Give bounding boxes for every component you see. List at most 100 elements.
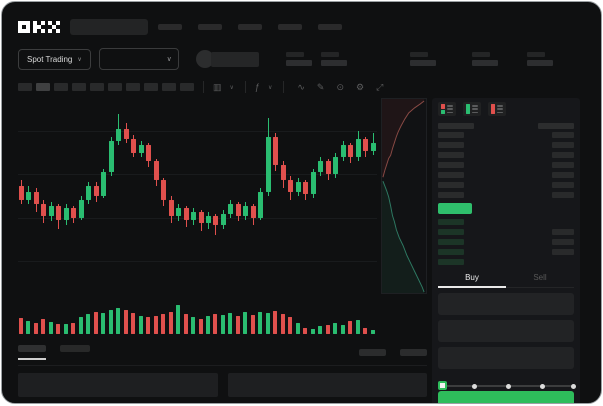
- nav-item-skeleton[interactable]: [198, 24, 222, 30]
- coin-icon: [195, 50, 214, 68]
- tab-sell[interactable]: Sell: [533, 273, 547, 282]
- timeframe-chip[interactable]: [108, 83, 122, 91]
- amount-skeleton: [552, 132, 574, 138]
- candle: [176, 98, 182, 294]
- volume-bar: [26, 321, 31, 334]
- price-column-header-skeleton: [438, 123, 474, 129]
- line-tool-icon[interactable]: ∿: [297, 82, 305, 92]
- timeframe-chip[interactable]: [54, 83, 68, 91]
- orderbook-ask-row[interactable]: [438, 190, 574, 200]
- draw-icon[interactable]: ✎: [316, 82, 325, 92]
- order-input-skeleton[interactable]: [438, 293, 574, 315]
- orderbook-ask-row[interactable]: [438, 160, 574, 170]
- fullscreen-icon[interactable]: ⤢: [376, 82, 384, 92]
- orderbook-view-asks-icon[interactable]: [488, 102, 506, 116]
- candle: [265, 98, 271, 294]
- orderbook-view-bids-icon[interactable]: [463, 102, 481, 116]
- slider-stop[interactable]: [570, 383, 576, 389]
- market-subheader: Spot Trading ∨ ∨: [2, 47, 601, 71]
- orderbook-bid-row[interactable]: [438, 237, 574, 247]
- candle: [363, 98, 369, 294]
- market-type-dropdown[interactable]: Spot Trading ∨: [18, 48, 91, 70]
- amount-skeleton: [552, 192, 574, 198]
- candle: [325, 98, 331, 294]
- timeframe-chip[interactable]: [72, 83, 86, 91]
- orderbook-ask-row[interactable]: [438, 150, 574, 160]
- timeframe-chip[interactable]: [18, 83, 32, 91]
- orderbook-ask-row[interactable]: [438, 180, 574, 190]
- candle: [26, 98, 32, 294]
- divider: [283, 81, 285, 93]
- candle: [138, 98, 144, 294]
- volume-bar: [348, 321, 353, 334]
- volume-bar: [48, 321, 53, 334]
- candle: [19, 98, 24, 294]
- buy-submit-button[interactable]: [438, 391, 574, 403]
- volume-bar: [198, 318, 203, 334]
- chevron-down-icon[interactable]: ∨: [267, 84, 273, 91]
- slider-stop[interactable]: [471, 383, 477, 389]
- bottom-action-1[interactable]: [359, 348, 386, 356]
- indicators-icon[interactable]: ƒ: [254, 82, 260, 92]
- orderbook-header: [438, 123, 574, 130]
- candle-style-icon[interactable]: ▥: [213, 82, 222, 92]
- price-skeleton: [438, 152, 464, 158]
- slider-stop[interactable]: [539, 383, 545, 389]
- last-price-badge[interactable]: [438, 203, 472, 214]
- nav-item-skeleton[interactable]: [278, 24, 302, 30]
- volume-bar: [168, 311, 173, 334]
- orderbook-bid-row[interactable]: [438, 217, 574, 227]
- volume-bar: [86, 314, 91, 334]
- order-input-skeleton[interactable]: [438, 320, 574, 342]
- timeframe-chip[interactable]: [180, 83, 194, 91]
- orderbook-ask-row[interactable]: [438, 130, 574, 140]
- price-skeleton: [438, 239, 464, 245]
- bottom-tab-2[interactable]: [60, 344, 90, 360]
- price-skeleton: [438, 219, 464, 225]
- candlestick-chart[interactable]: [18, 98, 427, 294]
- timeframe-chip[interactable]: [162, 83, 176, 91]
- orderbook-bid-row[interactable]: [438, 257, 574, 267]
- orderbook-ask-row[interactable]: [438, 170, 574, 180]
- tab-buy[interactable]: Buy: [438, 270, 506, 288]
- chevron-down-icon[interactable]: ∨: [229, 84, 234, 91]
- search-input[interactable]: [70, 19, 148, 35]
- nav-item-skeleton[interactable]: [158, 24, 182, 30]
- timeframe-chip[interactable]: [36, 83, 50, 91]
- slider-stop[interactable]: [505, 383, 511, 389]
- volume-bar: [71, 322, 76, 334]
- volume-bar: [116, 308, 121, 334]
- amount-skeleton: [552, 142, 574, 148]
- candle: [340, 98, 346, 294]
- volume-bar: [355, 319, 360, 334]
- timeframe-chip[interactable]: [126, 83, 140, 91]
- bottom-action-2[interactable]: [400, 348, 427, 356]
- candle: [48, 98, 54, 294]
- price-skeleton: [438, 162, 464, 168]
- nav-item-skeleton[interactable]: [238, 24, 262, 30]
- candle: [183, 98, 189, 294]
- amount-slider[interactable]: [437, 381, 576, 391]
- settings-icon[interactable]: ⚙: [355, 82, 365, 92]
- orderbook-view-combined-icon[interactable]: [438, 102, 456, 116]
- slider-handle[interactable]: [437, 381, 447, 390]
- pair-selector-dropdown[interactable]: ∨: [98, 48, 179, 70]
- orderbook-bid-row[interactable]: [438, 227, 574, 237]
- chart-toolbar: ▥ ∨ ƒ ∨ ∿ ✎ ⊙ ⚙ ⤢: [2, 80, 601, 94]
- screenshot-icon[interactable]: ⊙: [336, 82, 344, 92]
- trade-side-tabs: Buy Sell: [438, 270, 574, 288]
- okx-logo-icon[interactable]: [18, 21, 60, 33]
- timeframe-chip[interactable]: [90, 83, 104, 91]
- orderbook-bid-row[interactable]: [438, 247, 574, 257]
- candles-layer: [18, 98, 377, 294]
- candle: [101, 98, 107, 294]
- candle: [153, 98, 159, 294]
- nav-item-skeleton[interactable]: [318, 24, 342, 30]
- order-input-skeleton[interactable]: [438, 347, 574, 369]
- orderbook-ask-row[interactable]: [438, 140, 574, 150]
- candle: [205, 98, 211, 294]
- bottom-tab-1[interactable]: [18, 344, 46, 360]
- timeframe-chip[interactable]: [144, 83, 158, 91]
- candle: [41, 98, 47, 294]
- candle: [63, 98, 69, 294]
